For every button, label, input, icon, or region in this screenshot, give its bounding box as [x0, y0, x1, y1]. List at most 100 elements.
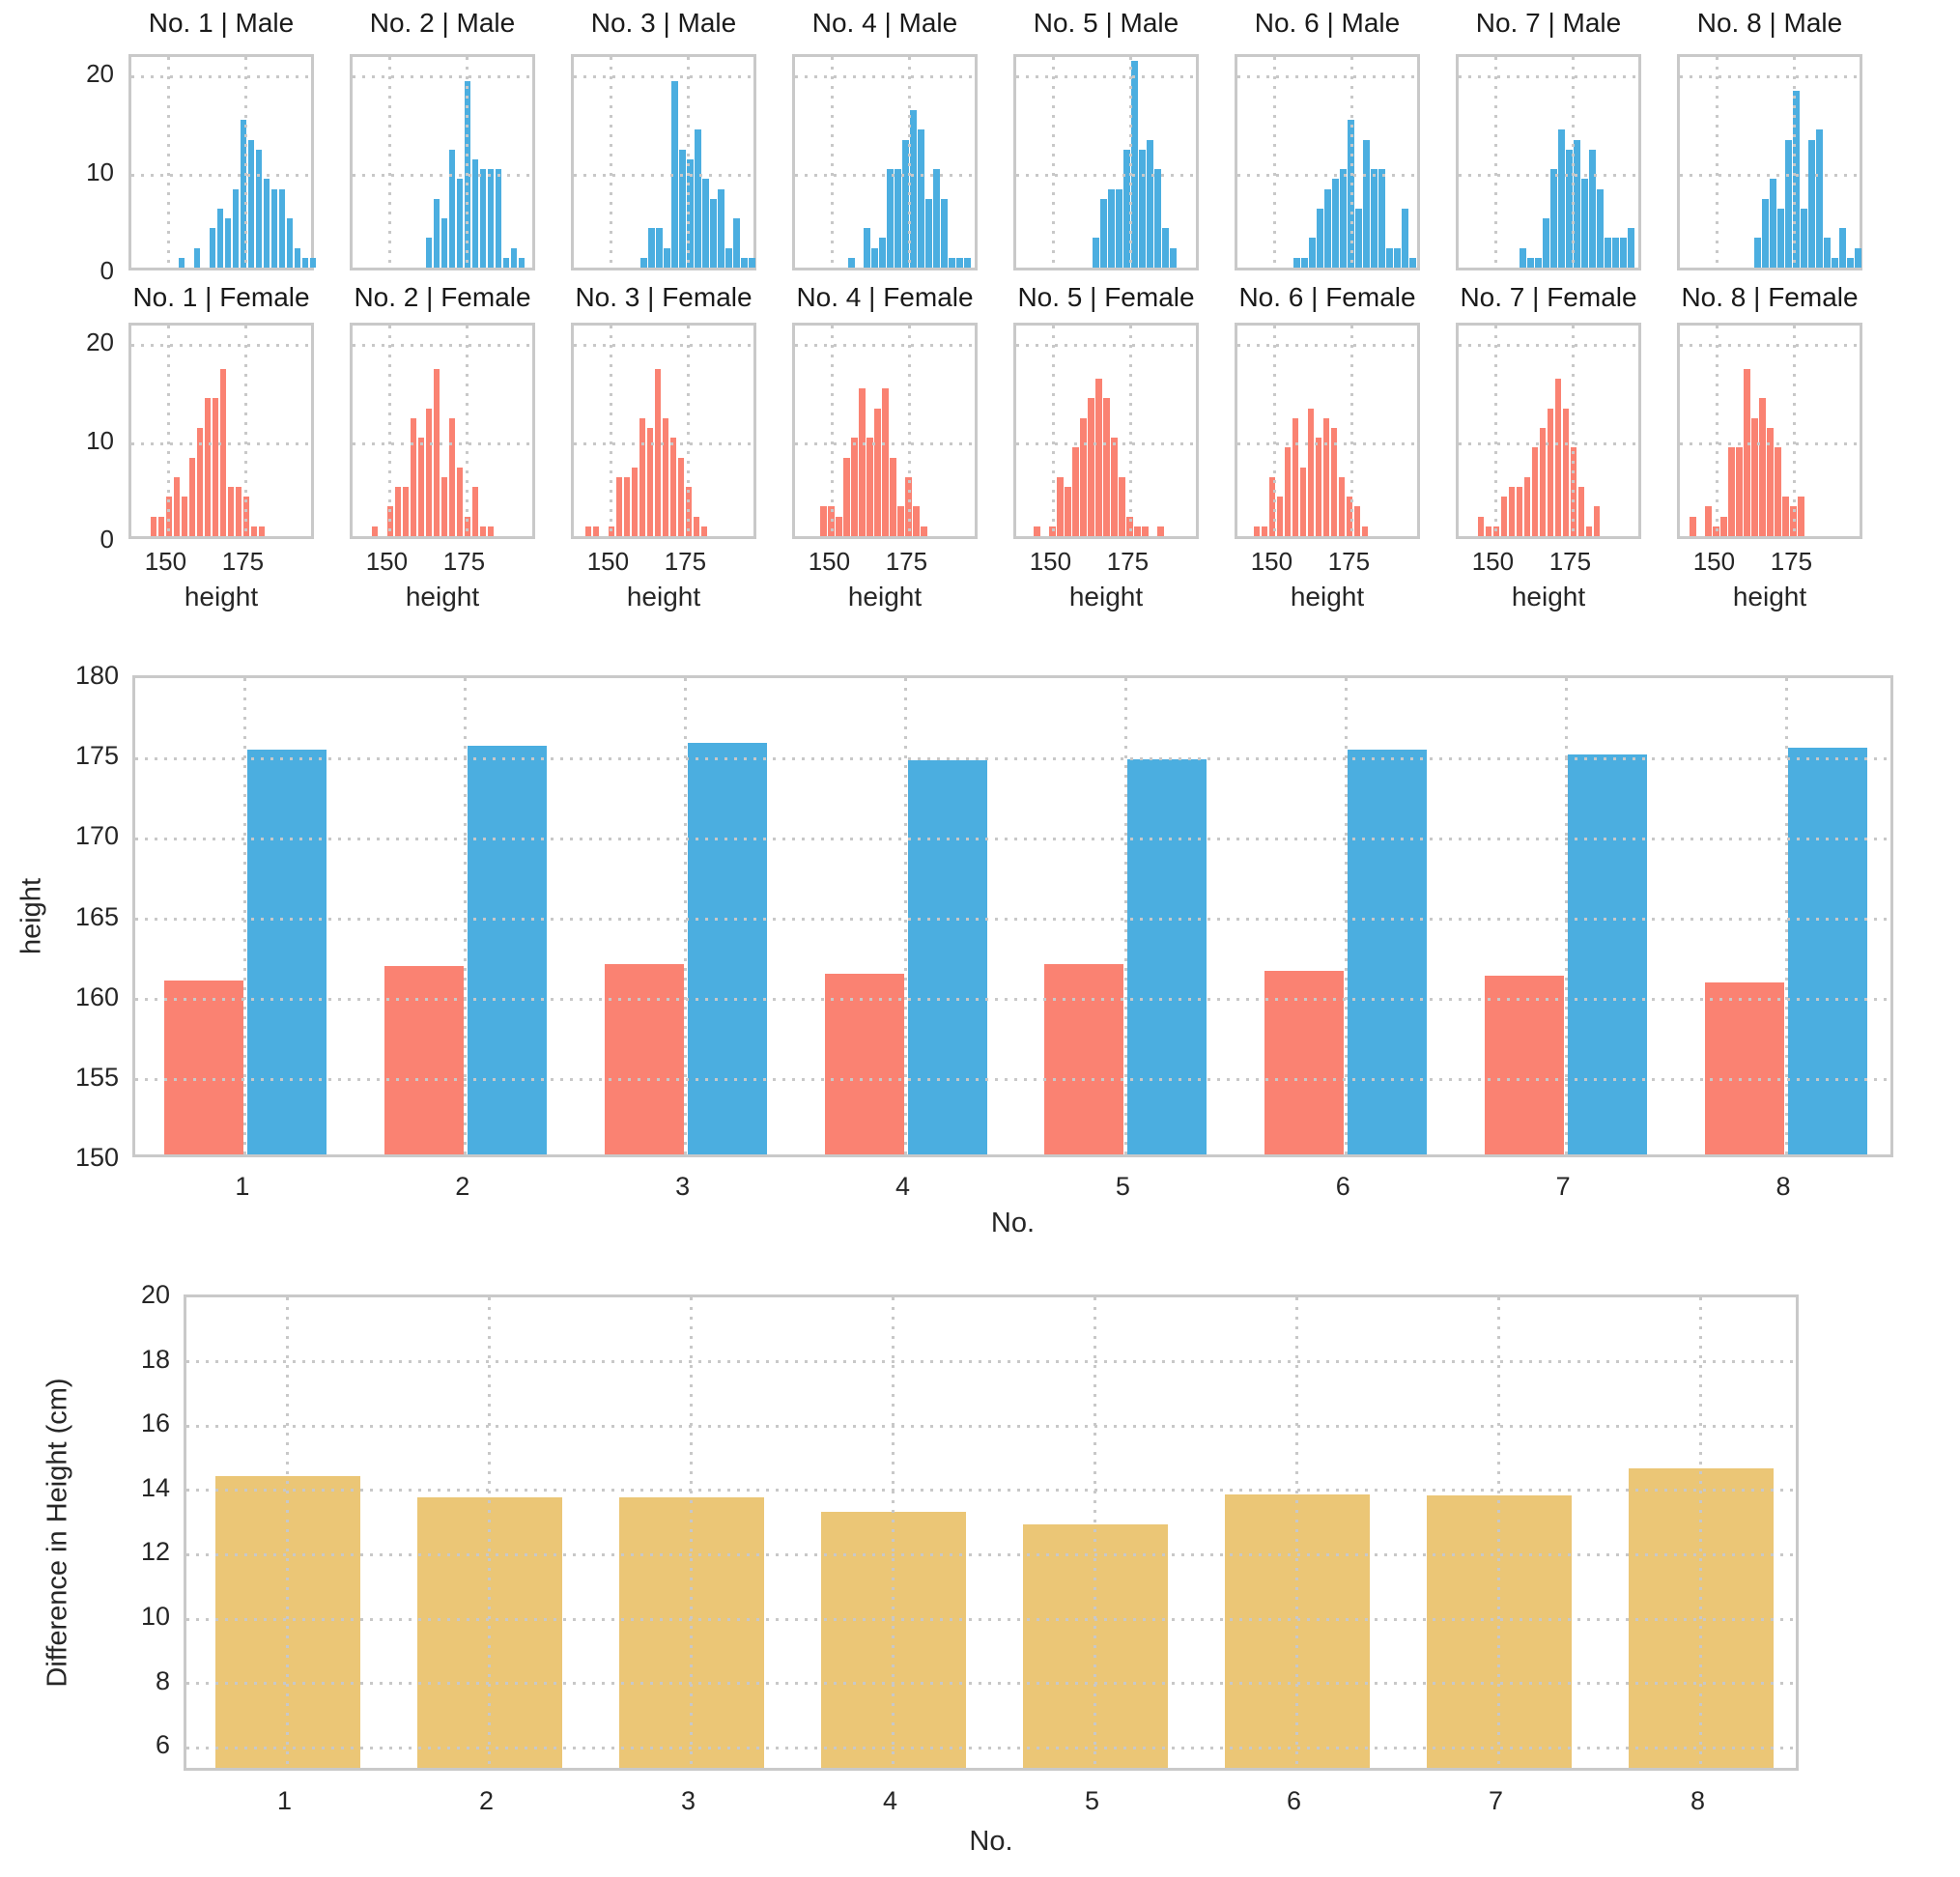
gridline-h [574, 441, 753, 445]
hist-bar [1080, 417, 1087, 536]
facet-xtick-label: 175 [1327, 547, 1371, 576]
gridline-h [353, 173, 532, 177]
hist-bar [1628, 228, 1634, 268]
hist-bar [882, 388, 889, 536]
hist-bar [247, 139, 255, 268]
facet-title-female-5: No. 5 | Female [1017, 282, 1195, 312]
height-ytick-label: 160 [74, 981, 119, 1011]
hist-bar [471, 487, 479, 536]
gridline-h [353, 441, 532, 445]
hist-bar [1154, 169, 1161, 268]
height-xtick-label: 3 [675, 1172, 691, 1201]
facet-xaxis-label: height [1068, 582, 1144, 611]
hist-bar [1361, 526, 1369, 536]
bar-female-2 [383, 966, 464, 1154]
bar-male-5 [1127, 758, 1207, 1154]
gridline-v [1493, 57, 1497, 268]
hist-bar [440, 218, 448, 268]
gridline-h [1016, 173, 1196, 177]
gridline-h [1016, 441, 1196, 445]
hist-bar [1322, 417, 1330, 536]
histogram-panel-female-5 [1013, 323, 1199, 539]
gridline-h [186, 1617, 1796, 1621]
hist-bar [1353, 506, 1361, 536]
hist-bar [479, 169, 487, 268]
hist-bar [1754, 238, 1761, 268]
gridline-v [684, 678, 688, 1154]
hist-bar [240, 120, 247, 268]
bar-female-1 [163, 981, 243, 1154]
hist-bar [301, 257, 309, 268]
bar-male-2 [467, 746, 547, 1154]
hist-bar [1088, 398, 1094, 536]
hist-bar [510, 247, 518, 268]
diff-xtick-label: 2 [478, 1786, 495, 1815]
histogram-panel-male-4 [792, 54, 978, 270]
hist-bar [1770, 179, 1776, 268]
hist-bar [1539, 428, 1547, 536]
height-ytick-label: 150 [74, 1143, 119, 1172]
hist-bar [1371, 169, 1378, 268]
hist-bar [1793, 90, 1800, 268]
hist-bar [1543, 218, 1549, 268]
hist-bar [1824, 238, 1831, 268]
facet-xaxis-label: height [1732, 582, 1807, 611]
hist-bar [887, 169, 894, 268]
gridline-v [286, 1297, 289, 1768]
gridline-v [1128, 326, 1132, 536]
hist-bar [471, 159, 479, 268]
gridline-v [1571, 57, 1575, 268]
height-chart [132, 675, 1893, 1157]
hist-bar [592, 526, 600, 536]
facet-xaxis-label: height [1511, 582, 1586, 611]
hist-bar [227, 487, 235, 536]
hist-bar [1386, 247, 1393, 268]
hist-bar [1736, 447, 1743, 536]
facet-xtick-label: 150 [586, 547, 630, 576]
hist-bar [725, 247, 732, 268]
gridline-v [1564, 678, 1568, 1154]
gridline-h [186, 1682, 1796, 1686]
facet-xtick-label: 175 [885, 547, 928, 576]
diff-xtick-label: 4 [882, 1786, 898, 1815]
hist-bar [1547, 408, 1554, 536]
hist-bar [255, 149, 263, 268]
facet-xtick-label: 175 [442, 547, 486, 576]
hist-bar [1520, 247, 1526, 268]
hist-bar [874, 408, 881, 536]
hist-bar [178, 257, 185, 268]
gridline-h [1680, 74, 1860, 78]
facet-title-male-4: No. 4 | Male [811, 8, 958, 38]
diff-ytick-label: 14 [140, 1472, 170, 1502]
hist-bar [679, 149, 686, 268]
hist-bar [1147, 139, 1153, 268]
hist-bar [1170, 247, 1177, 268]
gridline-v [387, 326, 391, 536]
hist-bar [702, 179, 709, 268]
hist-bar [371, 526, 379, 536]
histogram-panel-male-1 [128, 54, 317, 270]
hist-bar [921, 526, 927, 536]
gridline-v [1715, 326, 1719, 536]
hist-bar [1550, 169, 1557, 268]
gridline-v [1094, 1297, 1096, 1768]
facet-xaxis-label: height [847, 582, 923, 611]
hist-bar [402, 487, 410, 536]
gridline-v [1571, 326, 1575, 536]
hist-bar [1093, 238, 1099, 268]
facet-ytick-label: 20 [86, 327, 114, 357]
facet-xaxis-label: height [184, 582, 259, 611]
diff-chart [184, 1294, 1799, 1771]
hist-bar [631, 467, 639, 536]
hist-bar [1261, 526, 1268, 536]
hist-bar [1759, 398, 1766, 536]
gridline-h [1237, 74, 1417, 78]
histogram-panel-female-1 [128, 323, 314, 539]
gridline-v [1051, 57, 1055, 268]
gridline-v [904, 678, 908, 1154]
hist-bar [1162, 228, 1169, 268]
hist-bar [1123, 149, 1130, 268]
facet-xaxis-label: height [1290, 582, 1365, 611]
hist-bar [196, 428, 204, 536]
gridline-v [465, 57, 469, 268]
